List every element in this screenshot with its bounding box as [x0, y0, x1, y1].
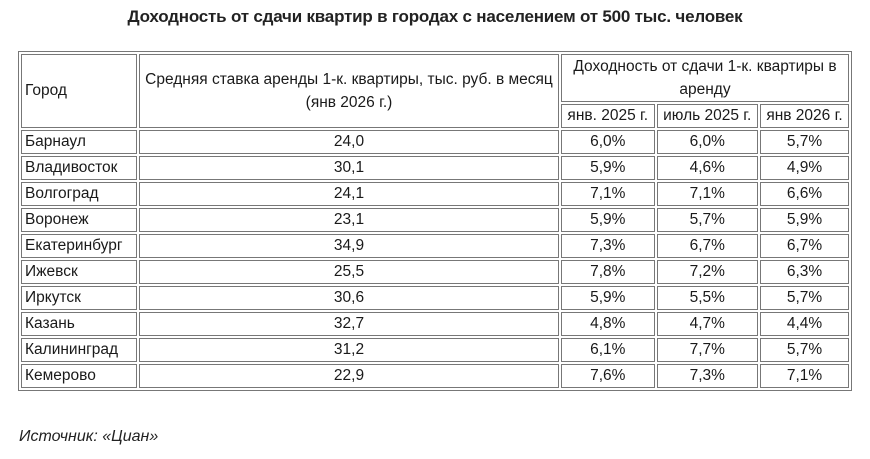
city-cell: Воронеж: [21, 208, 137, 232]
yield-jul-2025-cell: 7,2%: [656, 260, 758, 284]
header-jan-2025: янв. 2025 г.: [561, 104, 655, 128]
yield-jan-2026-cell: 6,6%: [760, 182, 849, 206]
yield-jul-2025-cell: 4,6%: [656, 156, 758, 180]
rent-cell: 30,1: [139, 156, 559, 180]
city-cell: Ижевск: [21, 260, 137, 284]
header-rent: Средняя ставка аренды 1-к. квартиры, тыс…: [139, 54, 559, 128]
table-row: Воронеж 23,1 5,9% 5,7% 5,9%: [21, 208, 849, 232]
table-row: Иркутск 30,6 5,9% 5,5% 5,7%: [21, 286, 849, 310]
header-row: Город Средняя ставка аренды 1-к. квартир…: [21, 54, 849, 128]
yield-jul-2025-cell: 4,7%: [656, 312, 758, 336]
yield-jan-2026-cell: 5,9%: [760, 208, 849, 232]
table-row: Барнаул 24,0 6,0% 6,0% 5,7%: [21, 130, 849, 154]
table-row: Ижевск 25,5 7,8% 7,2% 6,3%: [21, 260, 849, 284]
yield-jan-2025-cell: 6,1%: [561, 338, 655, 362]
rent-cell: 23,1: [139, 208, 559, 232]
yield-jul-2025-cell: 5,7%: [656, 208, 758, 232]
table-row: Владивосток 30,1 5,9% 4,6% 4,9%: [21, 156, 849, 180]
header-city: Город: [21, 54, 137, 128]
yield-jan-2026-cell: 5,7%: [760, 286, 849, 310]
rent-cell: 25,5: [139, 260, 559, 284]
yield-jan-2025-cell: 7,8%: [561, 260, 655, 284]
header-jul-2025: июль 2025 г.: [656, 104, 758, 128]
yield-jan-2026-cell: 6,7%: [760, 234, 849, 258]
yield-jan-2026-cell: 7,1%: [760, 364, 849, 388]
rent-cell: 30,6: [139, 286, 559, 310]
table-row: Кемерово 22,9 7,6% 7,3% 7,1%: [21, 364, 849, 388]
yield-jan-2025-cell: 5,9%: [561, 286, 655, 310]
source-note: Источник: «Циан»: [19, 428, 159, 445]
yield-jan-2026-cell: 4,4%: [760, 312, 849, 336]
rent-cell: 32,7: [139, 312, 559, 336]
city-cell: Волгоград: [21, 182, 137, 206]
yield-jan-2025-cell: 7,3%: [561, 234, 655, 258]
yield-jan-2025-cell: 7,6%: [561, 364, 655, 388]
yield-jan-2025-cell: 6,0%: [561, 130, 655, 154]
yield-jan-2025-cell: 4,8%: [561, 312, 655, 336]
yield-jul-2025-cell: 5,5%: [656, 286, 758, 310]
yield-jan-2025-cell: 5,9%: [561, 208, 655, 232]
yield-jul-2025-cell: 6,7%: [656, 234, 758, 258]
table-row: Калининград 31,2 6,1% 7,7% 5,7%: [21, 338, 849, 362]
yield-jan-2026-cell: 5,7%: [760, 338, 849, 362]
rent-cell: 24,1: [139, 182, 559, 206]
yield-jan-2025-cell: 5,9%: [561, 156, 655, 180]
rent-cell: 24,0: [139, 130, 559, 154]
city-cell: Калининград: [21, 338, 137, 362]
header-yield-group: Доходность от сдачи 1-к. квартиры в арен…: [561, 54, 849, 102]
yield-jul-2025-cell: 6,0%: [656, 130, 758, 154]
page-title: Доходность от сдачи квартир в городах с …: [127, 7, 743, 26]
city-cell: Иркутск: [21, 286, 137, 310]
table-row: Казань 32,7 4,8% 4,7% 4,4%: [21, 312, 849, 336]
yield-jul-2025-cell: 7,7%: [656, 338, 758, 362]
yield-jan-2026-cell: 5,7%: [760, 130, 849, 154]
rent-cell: 31,2: [139, 338, 559, 362]
city-cell: Барнаул: [21, 130, 137, 154]
city-cell: Казань: [21, 312, 137, 336]
yield-jan-2025-cell: 7,1%: [561, 182, 655, 206]
yield-jan-2026-cell: 6,3%: [760, 260, 849, 284]
yield-jul-2025-cell: 7,3%: [656, 364, 758, 388]
header-subrow: янв. 2025 г. июль 2025 г. янв 2026 г.: [21, 104, 849, 128]
rent-cell: 22,9: [139, 364, 559, 388]
header-jan-2026: янв 2026 г.: [760, 104, 849, 128]
city-cell: Екатеринбург: [21, 234, 137, 258]
table-row: Екатеринбург 34,9 7,3% 6,7% 6,7%: [21, 234, 849, 258]
city-cell: Владивосток: [21, 156, 137, 180]
city-cell: Кемерово: [21, 364, 137, 388]
yield-table: Город Средняя ставка аренды 1-к. квартир…: [18, 51, 852, 391]
rent-cell: 34,9: [139, 234, 559, 258]
yield-jan-2026-cell: 4,9%: [760, 156, 849, 180]
yield-jul-2025-cell: 7,1%: [656, 182, 758, 206]
table-row: Волгоград 24,1 7,1% 7,1% 6,6%: [21, 182, 849, 206]
